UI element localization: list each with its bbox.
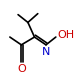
Text: OH: OH: [57, 30, 74, 40]
Text: O: O: [17, 64, 26, 74]
Text: N: N: [42, 47, 51, 57]
